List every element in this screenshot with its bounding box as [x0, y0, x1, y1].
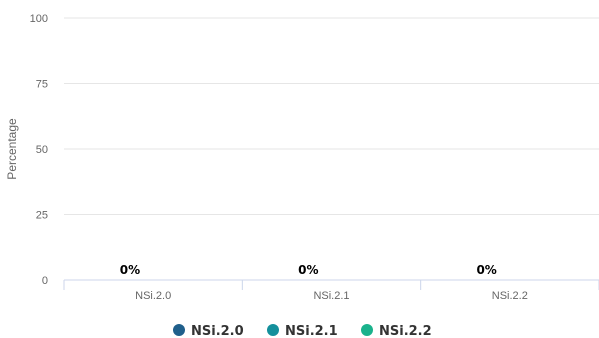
x-tick-label: NSi.2.0: [135, 290, 171, 302]
x-tick-label: NSi.2.2: [492, 290, 528, 302]
y-axis-tick-labels: 0 25 50 75 100: [30, 13, 48, 287]
grid-lines: [64, 17, 599, 215]
legend-item-label: NSi.2.2: [379, 324, 432, 338]
x-axis-tick-labels: NSi.2.0 NSi.2.1 NSi.2.2: [135, 290, 528, 302]
y-tick-label: 25: [36, 210, 48, 222]
legend-item-label: NSi.2.0: [191, 324, 244, 338]
data-label: 0%: [298, 263, 318, 277]
legend-marker: [173, 324, 185, 336]
y-axis-title: Percentage: [5, 118, 19, 180]
data-label: 0%: [120, 263, 140, 277]
y-tick-label: 100: [30, 13, 48, 25]
x-axis: [63, 279, 599, 290]
legend-marker: [361, 324, 373, 336]
legend: NSi.2.0 NSi.2.1 NSi.2.2: [173, 324, 432, 338]
x-tick-label: NSi.2.1: [313, 290, 349, 302]
y-tick-label: 75: [36, 79, 48, 91]
data-labels: 0% 0% 0%: [118, 262, 498, 279]
legend-marker: [267, 324, 279, 336]
data-label: 0%: [476, 263, 496, 277]
legend-item-label: NSi.2.1: [285, 324, 338, 338]
y-tick-label: 50: [36, 144, 48, 156]
y-tick-label: 0: [42, 275, 48, 287]
